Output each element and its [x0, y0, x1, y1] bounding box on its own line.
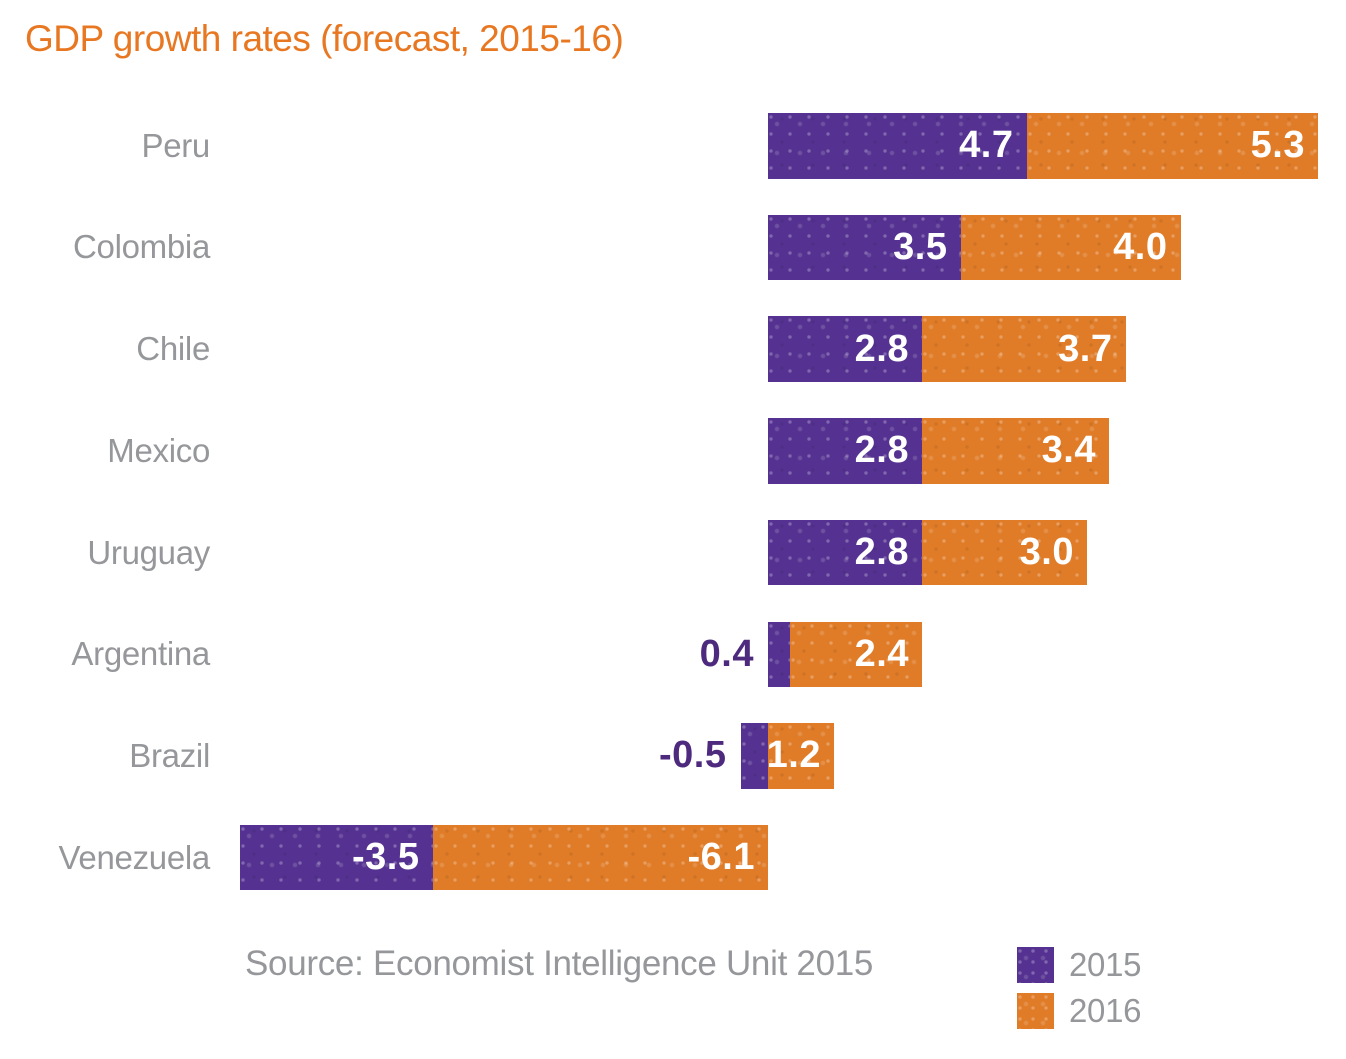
country-label: Colombia [73, 228, 210, 266]
value-label: 2.8 [854, 531, 909, 574]
value-label: 0.4 [699, 632, 754, 675]
bar-segment-2015: 2.8 [768, 519, 922, 586]
country-label: Argentina [71, 635, 210, 673]
value-label: 2.4 [854, 632, 909, 675]
bar-segment-2016: 5.3 [1026, 113, 1318, 179]
source-note: Source: Economist Intelligence Unit 2015 [245, 944, 874, 983]
value-label: -6.1 [687, 836, 755, 879]
value-label: 4.0 [1113, 225, 1168, 268]
legend-item-2015: 2015 [1017, 946, 1142, 984]
bar-segment-2015: 2.8 [768, 418, 922, 484]
bar-segment-2016: 3.0 [922, 519, 1087, 586]
country-label: Mexico [107, 431, 210, 469]
value-label: -3.5 [352, 836, 420, 879]
bar-segment-2015 [768, 621, 790, 687]
legend-swatch-2015-icon [1017, 947, 1054, 983]
bar-segment-2016: 3.4 [922, 418, 1109, 484]
value-label: 5.3 [1250, 124, 1305, 167]
legend: 2015 2016 [1017, 946, 1142, 1030]
country-label: Uruguay [87, 533, 210, 571]
bar-segment-2015 [740, 723, 768, 789]
chart-title: GDP growth rates (forecast, 2015-16) [25, 18, 624, 59]
bar-segment-2015: 2.8 [768, 316, 922, 382]
legend-label-2016: 2016 [1069, 992, 1142, 1029]
value-label: 3.4 [1041, 429, 1096, 472]
value-label: 4.7 [959, 124, 1014, 167]
bar-segment-2015: 4.7 [768, 113, 1027, 179]
value-label: 3.5 [893, 225, 948, 268]
bar-segment-2016: 1.2 [766, 723, 834, 789]
bar-segment-2015: 3.5 [768, 214, 961, 281]
bar-segment-2016: 2.4 [790, 621, 922, 687]
value-label: 3.0 [1019, 531, 1074, 574]
bar-segment-2016: -6.1 [432, 824, 768, 891]
country-label: Peru [141, 126, 210, 164]
legend-label-2015: 2015 [1069, 946, 1142, 983]
bar-segment-2016: 3.7 [922, 316, 1126, 382]
value-label: -0.5 [659, 734, 727, 777]
bar-segment-2016: 4.0 [960, 214, 1181, 281]
value-label: 2.8 [854, 429, 909, 472]
legend-item-2016: 2016 [1017, 992, 1142, 1030]
value-label: 2.8 [854, 327, 909, 370]
value-label: 1.2 [766, 734, 821, 777]
country-label: Brazil [129, 736, 210, 774]
country-label: Chile [136, 330, 210, 368]
legend-swatch-2016-icon [1017, 993, 1054, 1029]
value-label: 3.7 [1058, 327, 1113, 370]
country-label: Venezuela [58, 838, 211, 876]
bar-segment-2015: -3.5 [240, 824, 433, 891]
